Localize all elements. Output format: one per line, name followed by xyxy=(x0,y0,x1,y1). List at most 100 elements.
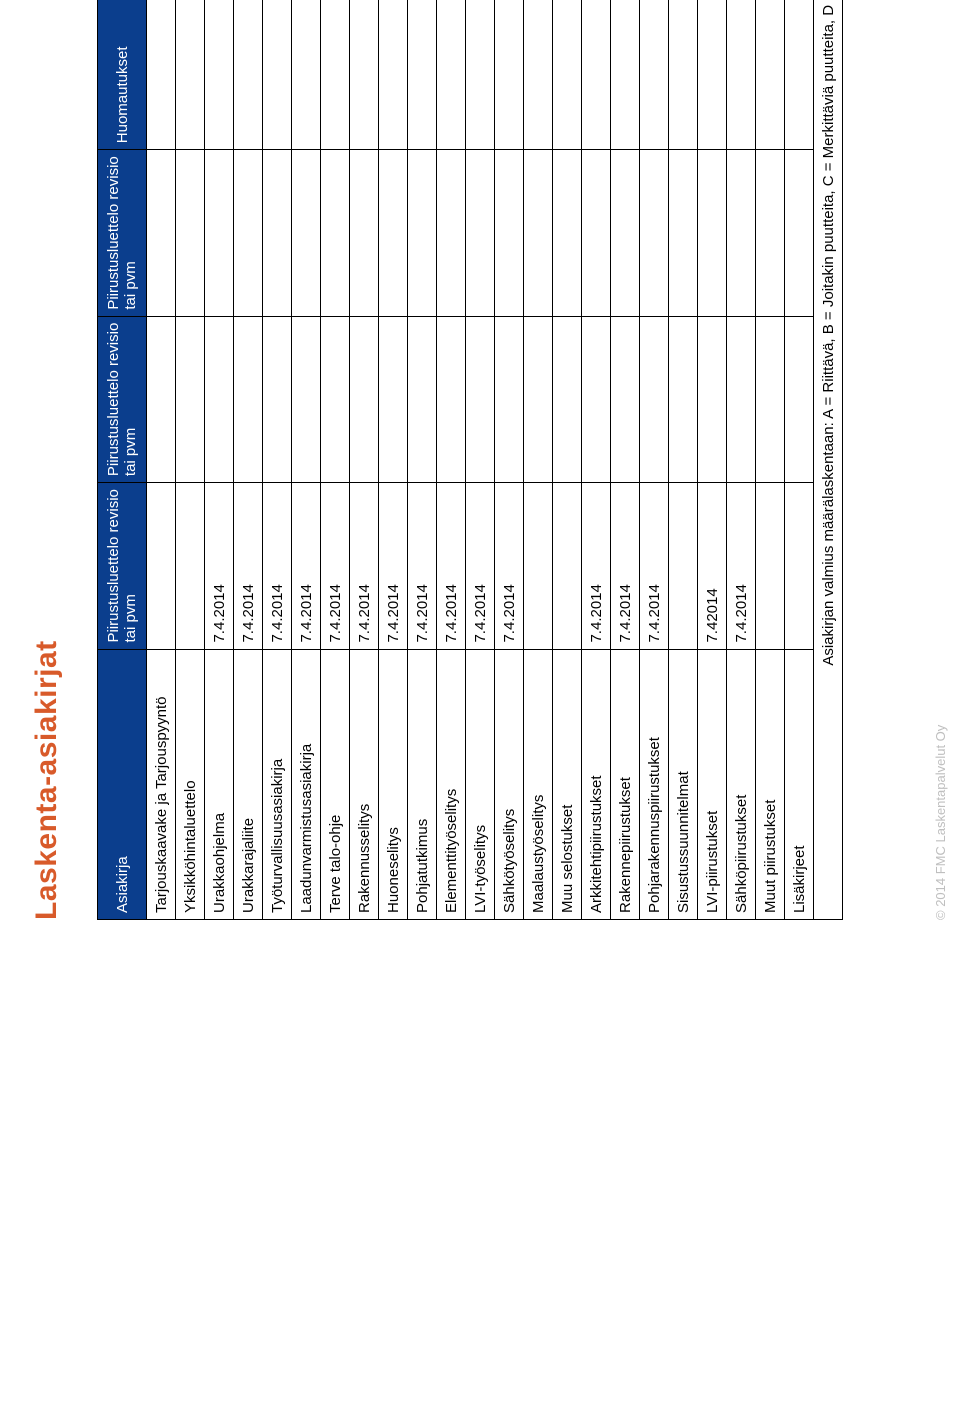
doc-date: 7.4.2014 xyxy=(379,483,408,649)
cell xyxy=(640,0,669,150)
cell xyxy=(582,316,611,482)
doc-name: Urakkaohjelma xyxy=(205,649,234,919)
table-row: Urakkaohjelma7.4.2014X xyxy=(205,0,234,920)
table-row: Sisustussuunnitelmat xyxy=(669,0,698,920)
cell xyxy=(292,0,321,150)
cell xyxy=(292,316,321,482)
table-row: Rakennusselitys7.4.2014X xyxy=(350,0,379,920)
cell xyxy=(263,0,292,150)
cell xyxy=(611,316,640,482)
cell xyxy=(437,0,466,150)
doc-date: 7.4.2014 xyxy=(263,483,292,649)
doc-name: Huoneselitys xyxy=(379,649,408,919)
cell xyxy=(437,316,466,482)
doc-name: Sisustussuunnitelmat xyxy=(669,649,698,919)
table-row: Urakkarajaliite7.4.2014X xyxy=(234,0,263,920)
doc-date xyxy=(669,483,698,649)
table-row: Sähköpiirustukset7.4.2014X xyxy=(727,0,756,920)
doc-name: Rakennepiirustukset xyxy=(611,649,640,919)
cell xyxy=(582,0,611,150)
cell xyxy=(292,150,321,316)
doc-name: Muu selostukset xyxy=(553,649,582,919)
doc-name: LVI-työselitys xyxy=(466,649,495,919)
col-asiakirja: Asiakirja xyxy=(98,649,147,919)
table-row: Työturvallisuusasiakirja7.4.2014X xyxy=(263,0,292,920)
cell xyxy=(640,316,669,482)
doc-name: Laadunvarmistusasiakirja xyxy=(292,649,321,919)
documents-table: Asiakirja Piirustusluettelo revisio tai … xyxy=(97,0,843,920)
cell xyxy=(727,0,756,150)
cell xyxy=(437,150,466,316)
doc-date: 7.4.2014 xyxy=(582,483,611,649)
cell xyxy=(698,0,727,150)
doc-date: 7.4.2014 xyxy=(466,483,495,649)
doc-name: Urakkarajaliite xyxy=(234,649,263,919)
page-title: Laskenta-asiakirjat xyxy=(30,640,64,920)
cell xyxy=(408,316,437,482)
doc-date: 7.4.2014 xyxy=(205,483,234,649)
doc-name: Terve talo-ohje xyxy=(321,649,350,919)
cell xyxy=(669,316,698,482)
col-piirustus-1: Piirustusluettelo revisio tai pvm xyxy=(98,483,147,649)
doc-name: Sähkötyöselitys xyxy=(495,649,524,919)
table-row: LVI-piirustukset7.42014X xyxy=(698,0,727,920)
cell xyxy=(147,316,176,482)
cell xyxy=(350,150,379,316)
doc-date: 7.4.2014 xyxy=(292,483,321,649)
cell xyxy=(495,316,524,482)
cell xyxy=(379,150,408,316)
cell xyxy=(350,316,379,482)
doc-date: 7.4.2014 xyxy=(437,483,466,649)
cell xyxy=(553,316,582,482)
doc-name: Arkkitehtipiirustukset xyxy=(582,649,611,919)
cell xyxy=(553,150,582,316)
legend-text: Asiakirjan valmius määrälaskentaan: A = … xyxy=(814,0,843,920)
doc-name: Pohjatutkimus xyxy=(408,649,437,919)
table-row: Terve talo-ohje7.4.2014X xyxy=(321,0,350,920)
cell xyxy=(756,150,785,316)
table-row: Sähkötyöselitys7.4.2014X xyxy=(495,0,524,920)
table-row: Arkkitehtipiirustukset7.4.2014X xyxy=(582,0,611,920)
doc-name: LVI-piirustukset xyxy=(698,649,727,919)
col-piirustus-3: Piirustusluettelo revisio tai pvm xyxy=(98,150,147,316)
doc-date xyxy=(756,483,785,649)
table-row: Rakennepiirustukset7.4.2014X xyxy=(611,0,640,920)
cell xyxy=(495,150,524,316)
cell xyxy=(205,150,234,316)
doc-name: Lisäkirjeet xyxy=(785,649,814,919)
cell xyxy=(176,0,205,150)
cell xyxy=(524,316,553,482)
table-row: LVI-työselitys7.4.2014X xyxy=(466,0,495,920)
cell xyxy=(234,316,263,482)
doc-date xyxy=(553,483,582,649)
doc-date: 7.4.2014 xyxy=(321,483,350,649)
table-row: Tarjouskaavake ja TarjouspyyntöX xyxy=(147,0,176,920)
cell xyxy=(147,150,176,316)
cell xyxy=(379,0,408,150)
cell xyxy=(727,150,756,316)
doc-date xyxy=(785,483,814,649)
doc-name: Muut piirustukset xyxy=(756,649,785,919)
cell xyxy=(379,316,408,482)
cell xyxy=(176,150,205,316)
cell xyxy=(611,0,640,150)
table-row: Elementtityöselitys7.4.2014X xyxy=(437,0,466,920)
cell xyxy=(524,150,553,316)
cell xyxy=(466,0,495,150)
cell xyxy=(321,0,350,150)
doc-name: Tarjouskaavake ja Tarjouspyyntö xyxy=(147,649,176,919)
cell xyxy=(553,0,582,150)
doc-name: Rakennusselitys xyxy=(350,649,379,919)
doc-name: Yksikköhintaluettelo xyxy=(176,649,205,919)
table-row: YksikköhintaluetteloX xyxy=(176,0,205,920)
cell xyxy=(408,0,437,150)
cell xyxy=(785,0,814,150)
doc-date xyxy=(524,483,553,649)
cell xyxy=(785,150,814,316)
doc-date: 7.4.2014 xyxy=(234,483,263,649)
cell xyxy=(205,316,234,482)
cell xyxy=(350,0,379,150)
cell xyxy=(582,150,611,316)
doc-date: 7.4.2014 xyxy=(640,483,669,649)
doc-date: 7.4.2014 xyxy=(495,483,524,649)
